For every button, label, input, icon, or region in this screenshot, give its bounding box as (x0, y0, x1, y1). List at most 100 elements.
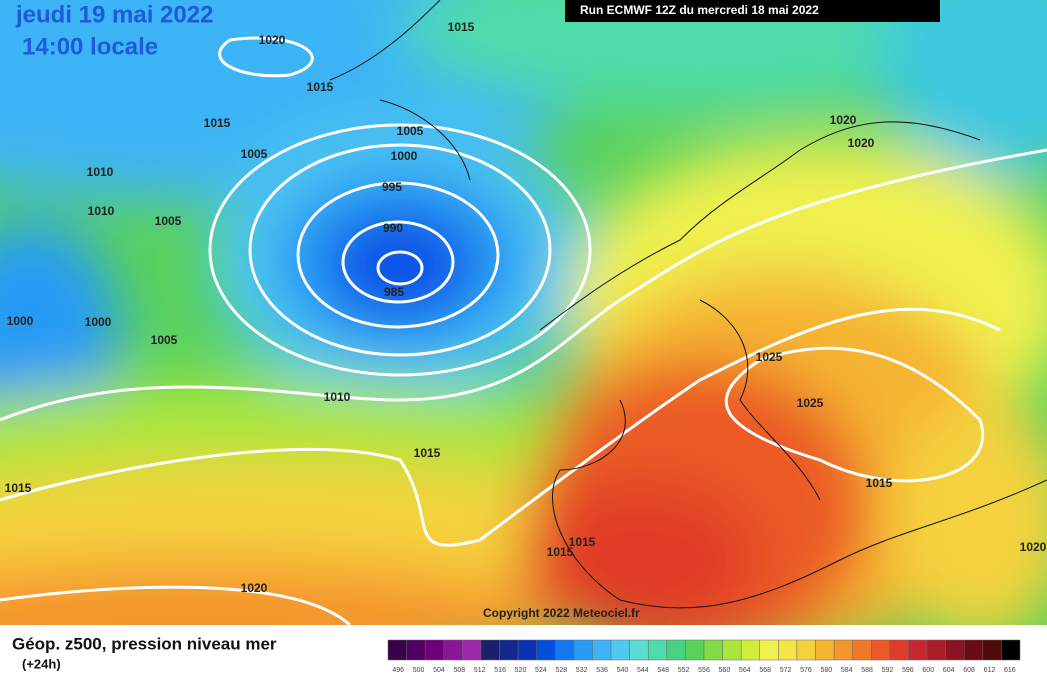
isobar-label: 1000 (391, 149, 418, 163)
colorbar-swatch (685, 639, 705, 661)
colorbar-swatch (778, 639, 798, 661)
colorbar-tick-label: 544 (637, 667, 649, 674)
colorbar-tick-label: 540 (617, 667, 629, 674)
colorbar-tick-label: 496 (392, 667, 404, 674)
colorbar-swatch (517, 639, 537, 661)
run-info: Run ECMWF 12Z du mercredi 18 mai 2022 (580, 3, 819, 17)
isobar-label: 1020 (848, 136, 875, 150)
isobar-label: 1000 (7, 314, 34, 328)
colorbar-swatch (926, 639, 946, 661)
colorbar-tick-label: 572 (780, 667, 792, 674)
colorbar-swatch (759, 639, 779, 661)
colorbar-tick-label: 596 (902, 667, 914, 674)
colorbar-swatch (722, 639, 742, 661)
isobar-label: 1010 (87, 165, 114, 179)
isobar-label: 1020 (830, 113, 857, 127)
isobar-label: 1025 (756, 350, 783, 364)
colorbar-tick-label: 580 (820, 667, 832, 674)
isobars (0, 36, 1047, 625)
colorbar-tick-label: 508 (454, 667, 466, 674)
colorbar-tick-label: 588 (861, 667, 873, 674)
colorbar-tick-label: 504 (433, 667, 445, 674)
isobar-label: 985 (384, 285, 404, 299)
isobar-label: 1025 (797, 396, 824, 410)
colorbar-tick-label: 528 (555, 667, 567, 674)
colorbar-swatch (424, 639, 445, 661)
isobar-label: 995 (382, 180, 402, 194)
colorbar-tick-label: 616 (1004, 667, 1016, 674)
colorbar-swatch (443, 639, 463, 661)
run-banner (565, 0, 940, 22)
time: 14:00 locale (22, 33, 158, 60)
colorbar-swatch (406, 639, 426, 661)
isobar-label: 1020 (1020, 540, 1047, 554)
colorbar-swatch (963, 639, 984, 661)
colorbar-swatch (592, 639, 612, 661)
colorbar-swatch (499, 639, 519, 661)
colorbar-tick-label: 520 (515, 667, 527, 674)
coastlines (329, 0, 1047, 609)
isobar-label: 1015 (448, 20, 475, 34)
colorbar-swatch (1001, 639, 1021, 661)
footer-lead: (+24h) (22, 656, 61, 671)
colorbar-tick-label: 536 (596, 667, 608, 674)
colorbar-tick-label: 500 (413, 667, 425, 674)
colorbar-swatch (796, 639, 816, 661)
isobar-label: 1015 (414, 446, 441, 460)
copyright: Copyright 2022 Meteociel.fr (483, 606, 640, 620)
isobar-label: 1015 (307, 80, 334, 94)
colorbar-swatch (852, 639, 872, 661)
isobar-label: 1000 (85, 315, 112, 329)
colorbar-tick-label: 608 (963, 667, 975, 674)
colorbar-swatch (833, 639, 853, 661)
isobar-label: 1015 (866, 476, 893, 490)
colorbar-swatch (387, 639, 407, 661)
isobar-label: 1010 (324, 390, 351, 404)
colorbar-tick-label: 600 (922, 667, 934, 674)
isobar-label: 1005 (241, 147, 268, 161)
colorbar-tick-label: 604 (943, 667, 955, 674)
colorbar-tick-label: 592 (882, 667, 894, 674)
colorbar-tick-label: 612 (984, 667, 996, 674)
colorbar-swatch (647, 639, 668, 661)
isobar-label: 1015 (569, 535, 596, 549)
colorbar-swatch (573, 639, 593, 661)
colorbar-tick-label: 584 (841, 667, 853, 674)
isobar-label: 1015 (204, 116, 231, 130)
isobar-label: 1020 (259, 33, 286, 47)
isobar-label: 990 (383, 221, 403, 235)
colorbar-swatch (871, 639, 891, 661)
colorbar-swatch (462, 639, 482, 661)
colorbar-tick-label: 568 (759, 667, 771, 674)
colorbar-swatch (815, 639, 835, 661)
colorbar-swatch (610, 639, 630, 661)
colorbar-swatch (629, 639, 649, 661)
colorbar-swatch (703, 639, 723, 661)
date: jeudi 19 mai 2022 (15, 1, 213, 28)
isobar-label: 1020 (241, 581, 268, 595)
colorbar-tick-label: 524 (535, 667, 547, 674)
isobar-labels: 1020101510151015100510051010101010051000… (5, 20, 1047, 595)
colorbar-tick-label: 576 (800, 667, 812, 674)
colorbar-tick-label: 516 (494, 667, 506, 674)
colorbar-swatch (666, 639, 686, 661)
colorbar-swatch (480, 639, 500, 661)
colorbar-swatch (740, 639, 761, 661)
colorbar-tick-label: 532 (576, 667, 588, 674)
colorbar-swatch (982, 639, 1002, 661)
footer-title: Géop. z500, pression niveau mer (12, 634, 277, 653)
colorbar-tick-label: 512 (474, 667, 486, 674)
colorbar-swatch (945, 639, 965, 661)
colorbar-swatch (555, 639, 575, 661)
colorbar-swatch (889, 639, 909, 661)
isobar-label: 1015 (547, 545, 574, 559)
colorbar-swatch (908, 639, 928, 661)
colorbar-tick-label: 556 (698, 667, 710, 674)
colorbar-swatch (536, 639, 556, 661)
isobar-label: 1005 (397, 124, 424, 138)
isobar-label: 1005 (155, 214, 182, 228)
colorbar: 496 500 504 508 512 516 520 524 528 532 536 540 544 5… (387, 639, 1021, 674)
isobar-label: 1005 (151, 333, 178, 347)
